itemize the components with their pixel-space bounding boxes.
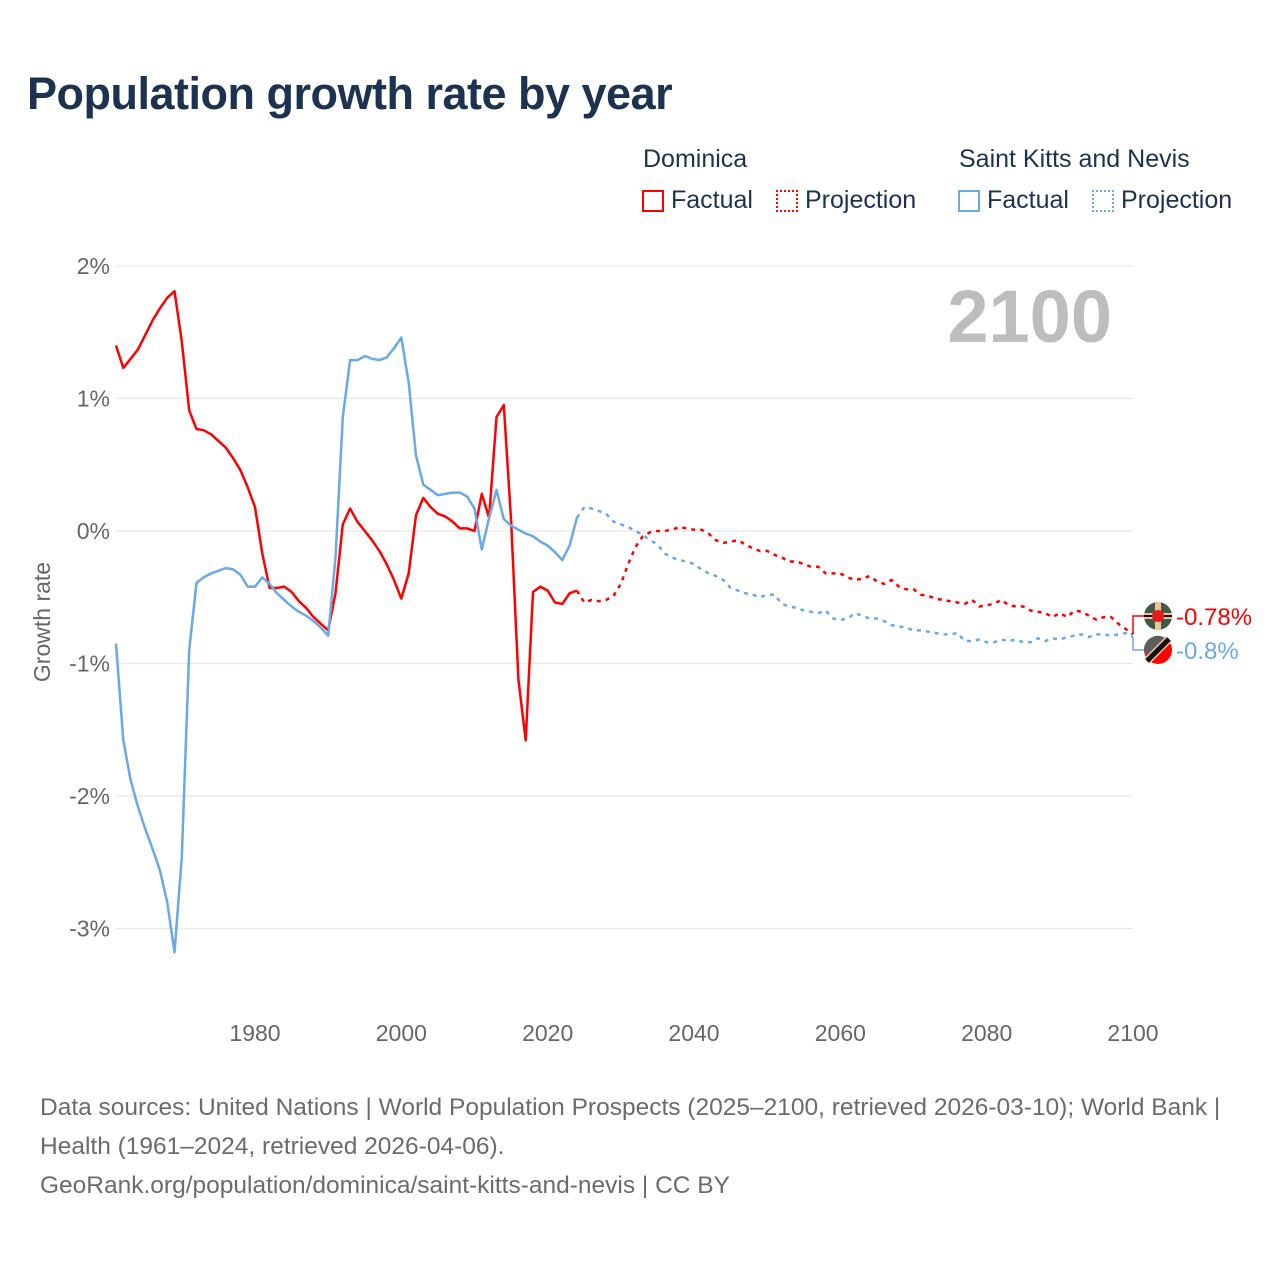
legend-swatch-solid bbox=[642, 189, 664, 212]
legend-swatch-solid bbox=[958, 189, 980, 212]
saint-kitts-end-connector bbox=[1132, 637, 1144, 651]
legend-dominica-projection[interactable]: Projection bbox=[776, 186, 916, 215]
x-tick-label: 2000 bbox=[376, 1020, 427, 1046]
y-axis-label: Growth rate bbox=[29, 562, 55, 682]
x-tick-label: 2060 bbox=[815, 1020, 866, 1046]
x-tick-label: 2080 bbox=[961, 1020, 1012, 1046]
legend-group-saint-kitts: Saint Kitts and Nevis bbox=[959, 145, 1190, 173]
source-link[interactable]: GeoRank.org/population/dominica/saint-ki… bbox=[40, 1172, 730, 1199]
y-tick-label: 0% bbox=[77, 518, 110, 544]
legend-label: Factual bbox=[671, 186, 753, 214]
saint-kitts-factual-line bbox=[114, 336, 579, 954]
chart-title: Population growth rate by year bbox=[27, 68, 673, 119]
x-tick-label: 1980 bbox=[229, 1020, 280, 1046]
dominica-factual-line bbox=[114, 289, 578, 742]
dominica-end-connector bbox=[1132, 615, 1144, 635]
y-tick-label: -1% bbox=[69, 651, 110, 677]
y-tick-label: 1% bbox=[77, 386, 110, 412]
saint-kitts-flag-icon bbox=[1143, 635, 1172, 664]
legend-saint-kitts-factual[interactable]: Factual bbox=[958, 186, 1069, 215]
legend-label: Factual bbox=[987, 186, 1069, 214]
legend-dominica-factual[interactable]: Factual bbox=[642, 186, 753, 215]
y-tick-label: -2% bbox=[69, 783, 110, 809]
year-label: 2100 bbox=[947, 275, 1112, 358]
x-tick-label: 2040 bbox=[668, 1020, 719, 1046]
footer: Data sources: United Nations | World Pop… bbox=[40, 1088, 1240, 1205]
legend-swatch-dotted bbox=[1092, 189, 1114, 212]
y-tick-label: 2% bbox=[77, 253, 110, 279]
chart-plot: 2% 1% 0% -1% -2% -3% 1980 2000 2020 2040 2060 2080 2… bbox=[29, 253, 1252, 1046]
saint-kitts-projection-line bbox=[575, 505, 1134, 644]
legend-saint-kitts-projection[interactable]: Projection bbox=[1092, 186, 1232, 215]
legend-group-dominica: Dominica bbox=[643, 145, 748, 173]
saint-kitts-end-value: -0.8% bbox=[1176, 638, 1239, 665]
dominica-end-value: -0.78% bbox=[1176, 604, 1252, 631]
x-tick-label: 2020 bbox=[522, 1020, 573, 1046]
dominica-flag-icon bbox=[1144, 602, 1172, 630]
y-tick-label: -3% bbox=[69, 916, 110, 942]
x-tick-label: 2100 bbox=[1107, 1020, 1158, 1046]
legend-label: Projection bbox=[805, 186, 917, 214]
data-sources: Data sources: United Nations | World Pop… bbox=[40, 1094, 1221, 1160]
legend-label: Projection bbox=[1121, 186, 1233, 214]
dominica-projection-line bbox=[575, 525, 1134, 636]
legend-swatch-dotted bbox=[776, 189, 798, 212]
